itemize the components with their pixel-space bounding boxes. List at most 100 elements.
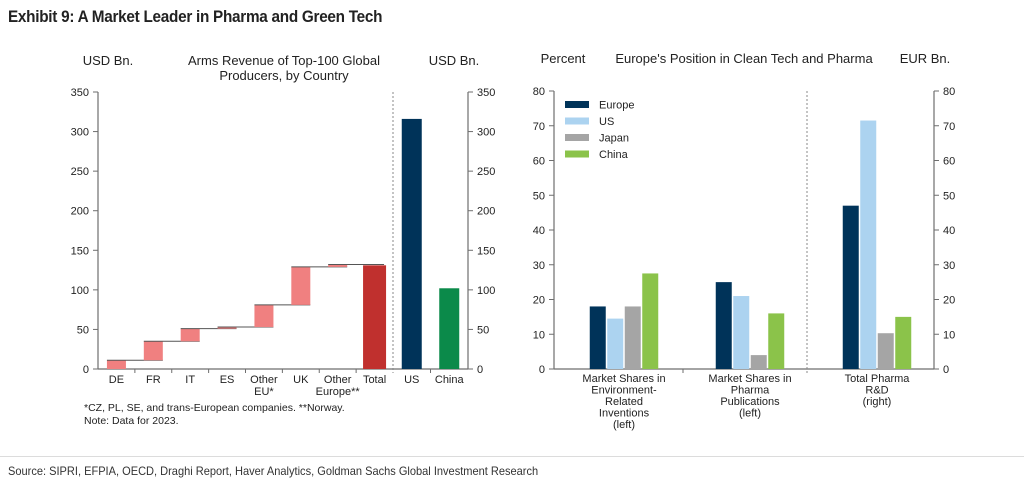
left-y-tick-label: 80 bbox=[533, 86, 545, 98]
bar-europe bbox=[842, 205, 859, 369]
right-y-tick-label: 150 bbox=[477, 245, 495, 257]
x-tick-label: Environment- bbox=[591, 385, 657, 397]
left-y-tick-label: 350 bbox=[71, 87, 89, 99]
bar-japan bbox=[750, 355, 767, 369]
right-y-tick-label: 40 bbox=[943, 225, 955, 237]
right-y-tick-label: 10 bbox=[943, 329, 955, 341]
bar-us bbox=[733, 296, 750, 369]
chart-title-line-1: Arms Revenue of Top-100 Global bbox=[188, 53, 380, 68]
right-y-tick-label: 50 bbox=[943, 190, 955, 202]
increment-bar bbox=[143, 341, 163, 361]
left-y-tick-label: 50 bbox=[77, 324, 89, 336]
left-axis-unit-label: Percent bbox=[541, 51, 586, 66]
right-y-tick-label: 0 bbox=[477, 364, 483, 376]
increment-bar bbox=[328, 264, 348, 267]
increment-bar bbox=[106, 360, 126, 369]
legend-swatch-japan bbox=[565, 134, 589, 141]
exhibit-title: Exhibit 9: A Market Leader in Pharma and… bbox=[8, 7, 383, 26]
x-tick-label: Total Pharma bbox=[845, 373, 911, 385]
left-y-tick-label: 30 bbox=[533, 260, 545, 272]
right-y-tick-label: 100 bbox=[477, 285, 495, 297]
left-y-tick-label: 250 bbox=[71, 166, 89, 178]
left-axis-unit-label: USD Bn. bbox=[83, 53, 134, 68]
legend-label: China bbox=[599, 149, 629, 161]
x-tick-label: Inventions bbox=[599, 408, 650, 420]
x-tick-label: Total bbox=[363, 374, 386, 386]
chart-title: Europe's Position in Clean Tech and Phar… bbox=[615, 51, 873, 66]
source-note: Source: SIPRI, EFPIA, OECD, Draghi Repor… bbox=[8, 464, 539, 478]
x-tick-label: Market Shares in bbox=[582, 373, 665, 385]
increment-bar bbox=[217, 327, 237, 329]
bar-china bbox=[895, 316, 912, 369]
right-y-tick-label: 0 bbox=[943, 364, 949, 376]
x-tick-label: China bbox=[435, 374, 465, 386]
x-tick-label: (right) bbox=[863, 396, 892, 408]
increment-bar bbox=[291, 266, 311, 305]
bar-japan bbox=[624, 306, 641, 369]
x-tick-label: IT bbox=[185, 374, 195, 386]
left-y-tick-label: 50 bbox=[533, 190, 545, 202]
x-tick-label: US bbox=[404, 374, 419, 386]
left-y-tick-label: 300 bbox=[71, 127, 89, 139]
footnote-2: Note: Data for 2023. bbox=[84, 415, 179, 427]
x-tick-label: Other bbox=[250, 374, 278, 386]
left-y-tick-label: 0 bbox=[83, 364, 89, 376]
bar-japan bbox=[877, 333, 894, 369]
right-axis-unit-label: EUR Bn. bbox=[900, 51, 951, 66]
right-y-tick-label: 70 bbox=[943, 121, 955, 133]
legend-swatch-europe bbox=[565, 101, 589, 108]
increment-bar bbox=[254, 304, 274, 328]
x-tick-label: (left) bbox=[739, 408, 761, 420]
left-y-tick-label: 150 bbox=[71, 245, 89, 257]
left-y-tick-label: 20 bbox=[533, 295, 545, 307]
bar-us bbox=[607, 318, 624, 369]
legend-swatch-us bbox=[565, 117, 589, 125]
x-tick-label: (left) bbox=[613, 419, 635, 431]
x-tick-label: DE bbox=[109, 374, 124, 386]
x-tick-label: Publications bbox=[720, 396, 780, 408]
right-y-tick-label: 30 bbox=[943, 260, 955, 272]
x-tick-label: Market Shares in bbox=[708, 373, 791, 385]
arms-revenue-chart: USD Bn. Arms Revenue of Top-100 Global P… bbox=[71, 53, 496, 427]
bar-us bbox=[860, 120, 877, 369]
legend-label: US bbox=[599, 116, 614, 128]
x-tick-label: Other bbox=[324, 374, 352, 386]
legend-swatch-china bbox=[565, 150, 589, 158]
bar-europe bbox=[589, 306, 606, 369]
increment-bar bbox=[180, 328, 200, 342]
bar-europe bbox=[715, 282, 732, 369]
clean-tech-pharma-chart: Percent Europe's Position in Clean Tech … bbox=[533, 51, 956, 431]
right-y-tick-label: 20 bbox=[943, 295, 955, 307]
bar-china bbox=[768, 313, 785, 369]
legend-label: Europe bbox=[599, 100, 634, 112]
right-y-tick-label: 60 bbox=[943, 156, 955, 168]
left-y-tick-label: 200 bbox=[71, 206, 89, 218]
x-tick-label: FR bbox=[146, 374, 161, 386]
right-y-tick-label: 50 bbox=[477, 324, 489, 336]
left-y-tick-label: 60 bbox=[533, 156, 545, 168]
x-tick-label: ES bbox=[220, 374, 235, 386]
chart-title-line-2: Producers, by Country bbox=[219, 68, 349, 83]
right-y-tick-label: 200 bbox=[477, 206, 495, 218]
left-y-tick-label: 0 bbox=[539, 364, 545, 376]
total-bar bbox=[363, 265, 387, 369]
left-y-tick-label: 40 bbox=[533, 225, 545, 237]
comparison-bar bbox=[439, 288, 460, 369]
footnote-1: *CZ, PL, SE, and trans-European companie… bbox=[84, 402, 345, 414]
right-y-tick-label: 80 bbox=[943, 86, 955, 98]
x-tick-label: Related bbox=[605, 396, 643, 408]
x-tick-label: R&D bbox=[865, 385, 888, 397]
legend: Europe US Japan China bbox=[565, 100, 634, 161]
left-y-tick-label: 10 bbox=[533, 329, 545, 341]
right-axis-unit-label: USD Bn. bbox=[429, 53, 480, 68]
source-divider bbox=[0, 456, 1024, 457]
x-tick-label: Europe** bbox=[316, 386, 361, 398]
x-tick-label: EU* bbox=[254, 386, 274, 398]
left-y-tick-label: 100 bbox=[71, 285, 89, 297]
left-y-tick-label: 70 bbox=[533, 121, 545, 133]
comparison-bar bbox=[401, 118, 422, 369]
bar-china bbox=[642, 273, 659, 369]
x-tick-label: Pharma bbox=[731, 385, 770, 397]
right-y-tick-label: 350 bbox=[477, 87, 495, 99]
right-y-tick-label: 300 bbox=[477, 127, 495, 139]
